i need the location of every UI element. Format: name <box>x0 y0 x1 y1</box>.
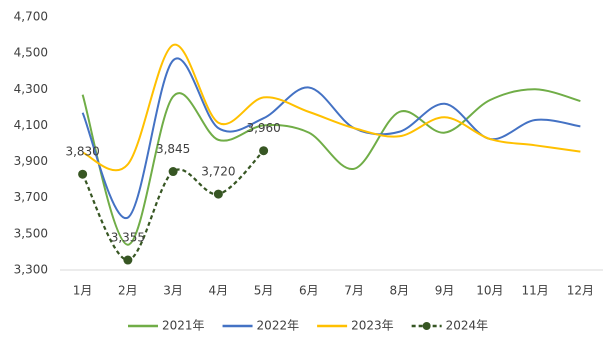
point <box>213 189 223 199</box>
x-tick-label: 4月 <box>209 284 229 298</box>
legend-label: 2021年 <box>162 319 205 333</box>
x-tick-label: 6月 <box>299 284 319 298</box>
x-tick-label: 11月 <box>521 284 548 298</box>
data-label: 3,960 <box>246 121 280 135</box>
series-line <box>82 43 581 172</box>
data-label: 3,355 <box>111 231 145 245</box>
x-tick-label: 1月 <box>73 284 93 298</box>
point <box>123 255 133 265</box>
y-tick-label: 3,500 <box>14 226 48 240</box>
data-label: 3,720 <box>201 165 235 179</box>
y-tick-label: 3,700 <box>14 190 48 204</box>
series-line <box>81 57 581 219</box>
y-tick-label: 3,900 <box>14 154 48 168</box>
x-tick-label: 3月 <box>163 284 183 298</box>
y-tick-label: 4,100 <box>14 118 48 132</box>
x-tick-label: 9月 <box>435 284 455 298</box>
y-tick-label: 4,300 <box>14 82 48 96</box>
point <box>259 146 269 156</box>
x-tick-label: 5月 <box>254 284 274 298</box>
y-tick-label: 4,700 <box>14 10 48 24</box>
series-line <box>81 88 581 246</box>
x-tick-label: 10月 <box>476 284 503 298</box>
x-tick-label: 2月 <box>118 284 138 298</box>
legend-marker <box>422 322 431 330</box>
legend-label: 2023年 <box>351 319 394 333</box>
point <box>78 169 88 179</box>
data-label: 3,830 <box>65 145 99 159</box>
y-tick-label: 3,300 <box>14 263 48 277</box>
legend-label: 2024年 <box>446 319 489 333</box>
y-tick-label: 4,500 <box>14 46 48 60</box>
legend-label: 2022年 <box>257 319 300 333</box>
x-tick-label: 7月 <box>344 284 364 298</box>
point <box>168 167 178 177</box>
data-label: 3,845 <box>156 142 190 156</box>
x-tick-label: 12月 <box>567 284 594 298</box>
series-line <box>81 149 265 262</box>
x-tick-label: 8月 <box>390 284 410 298</box>
